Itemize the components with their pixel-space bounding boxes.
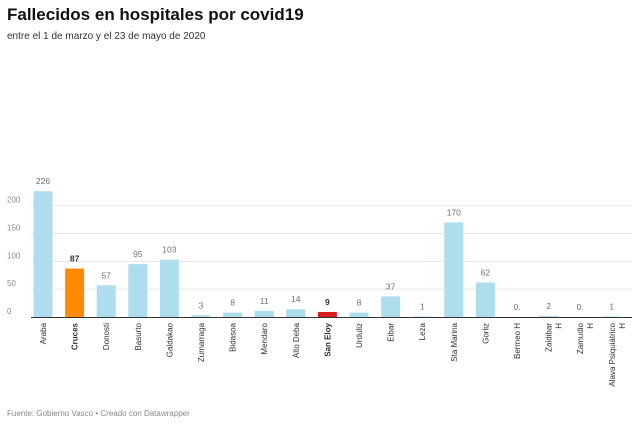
bar-sta-marina [444,222,464,317]
x-category-label-line: Zumarraga [197,322,206,362]
x-category-label: Alto Deba [292,322,301,358]
bar-value-label: 2 [546,301,551,311]
x-category-label: Basurto [134,322,143,350]
bar-zaldibar-h [539,315,559,317]
bar-value-label: 1 [609,301,614,311]
x-category-label-line: Urduliz [355,323,364,348]
x-category-label-line: Araba [39,322,48,344]
bar-araba [33,191,53,317]
bar-alava-psiquiátrico-h [602,316,622,317]
bar-value-label: 8 [230,298,235,308]
bar-mendaro [254,310,274,317]
x-category-label-line: Bidasoa [229,322,238,351]
bar-cruces [65,268,85,317]
bar-value-label: 0. [577,302,584,312]
bar-value-label: 14 [291,294,301,304]
bar-leza [412,316,432,317]
chart-subtitle: entre el 1 de marzo y el 23 de mayo de 2… [7,31,206,42]
y-tick-label: 0 [7,307,12,316]
y-tick-label: 100 [7,251,21,260]
x-category-label: Galdakao [165,322,174,357]
bar-basurto [128,264,148,317]
bar-layer [33,191,622,317]
x-category-label-line: Galdakao [165,322,174,357]
source-note: Fuente: Gobierno Vasco • Creado con Data… [7,409,190,418]
bar-eibar [381,296,401,317]
y-tick-label: 50 [7,279,16,288]
x-category-label-line: Gorliz [481,323,490,344]
x-category-label: Alava Psiquiátrico H [608,322,627,386]
label-layer: 226 Araba 87 Cruces 57 Donosti 95 Basurto 103 Gal… [31,176,632,387]
x-category-label-line: H [586,323,595,329]
x-category-label: Mendaro [260,322,269,354]
bar-value-label: 3 [199,300,204,310]
x-category-label-line: Cruces [71,322,80,350]
x-category-label-line: Donosti [102,323,111,350]
bar-san-eloy [317,311,337,317]
x-category-label: Bermeo H [513,323,522,359]
x-category-label: Eibar [387,323,396,342]
bar-value-label: 170 [447,207,461,217]
x-category-label-line: Zamudio [576,322,585,354]
x-category-label: Zumarraga [197,322,206,362]
x-category-label: San Eloy [323,322,332,356]
x-category-label-line: H [618,323,627,329]
bar-value-label: 226 [36,176,50,186]
bar-galdakao [159,259,179,317]
bar-value-label: 57 [101,270,111,280]
y-tick-label: 200 [7,196,21,205]
bar-donosti [96,285,116,317]
bar-value-label: 37 [386,281,396,291]
x-category-label-line: Mendaro [260,322,269,354]
x-category-label-line: San Eloy [323,322,332,356]
x-category-label-line: H [555,323,564,329]
x-category-label-line: Bermeo H [513,323,522,359]
bar-zumarraga [191,315,211,317]
x-category-label: Cruces [71,322,80,350]
bar-value-label: 87 [70,254,80,264]
x-category-label: Sta Marina [450,322,459,361]
x-category-label: Leza [418,322,427,340]
bar-value-label: 0. [513,302,520,312]
x-category-label-line: Basurto [134,322,143,350]
x-category-label: Gorliz [481,323,490,344]
bar-value-label: 62 [481,267,491,277]
bar-value-label: 103 [162,245,176,255]
x-category-label-line: Zaldibar [545,323,554,352]
bar-value-label: 9 [325,297,330,307]
bar-value-label: 11 [260,296,269,306]
x-category-label-line: Eibar [387,323,396,342]
x-category-label-line: Sta Marina [450,322,459,361]
bar-value-label: 1 [420,301,425,311]
x-category-label: Bidasoa [229,322,238,351]
x-category-label-line: Alava Psiquiátrico [608,322,617,386]
bar-gorliz [475,282,495,317]
x-category-label-line: Leza [418,322,427,340]
bar-urduliz [349,312,369,317]
x-category-label-line: Alto Deba [292,322,301,358]
x-category-label: Zaldibar H [545,323,564,352]
x-category-label: Urduliz [355,323,364,348]
bar-bidasoa [223,312,243,317]
x-category-label: Zamudio H [576,322,595,354]
x-category-label: Donosti [102,323,111,350]
x-category-label: Araba [39,322,48,344]
y-tick-label: 150 [7,223,21,232]
bar-value-label: 8 [357,298,362,308]
chart-title: Fallecidos en hospitales por covid19 [7,5,304,24]
bar-value-label: 95 [133,249,143,259]
bar-alto-deba [286,309,306,317]
